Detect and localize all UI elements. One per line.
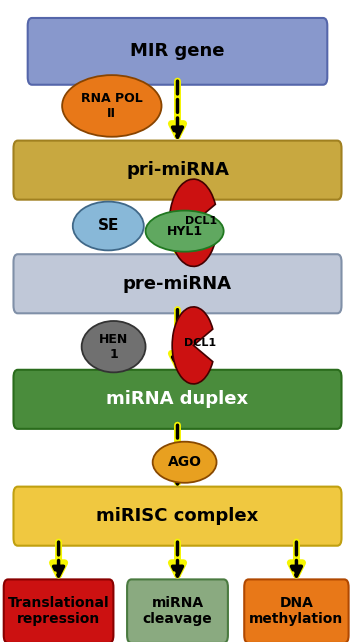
Text: HYL1: HYL1 xyxy=(166,225,203,238)
Text: pre-miRNA: pre-miRNA xyxy=(123,275,232,293)
FancyBboxPatch shape xyxy=(13,370,342,429)
Ellipse shape xyxy=(73,202,144,250)
FancyBboxPatch shape xyxy=(244,579,349,642)
Ellipse shape xyxy=(153,442,217,483)
Text: miRNA
cleavage: miRNA cleavage xyxy=(143,596,212,627)
Wedge shape xyxy=(169,179,215,266)
FancyBboxPatch shape xyxy=(13,141,342,200)
FancyBboxPatch shape xyxy=(13,487,342,546)
Text: pri-miRNA: pri-miRNA xyxy=(126,161,229,179)
FancyBboxPatch shape xyxy=(4,579,114,642)
Ellipse shape xyxy=(62,75,162,137)
Text: miRISC complex: miRISC complex xyxy=(96,507,259,525)
Text: RNA POL
II: RNA POL II xyxy=(81,92,143,120)
Ellipse shape xyxy=(146,211,224,252)
Wedge shape xyxy=(172,307,213,384)
FancyBboxPatch shape xyxy=(13,254,342,313)
Text: AGO: AGO xyxy=(168,455,202,469)
Text: SE: SE xyxy=(98,218,119,234)
Text: miRNA duplex: miRNA duplex xyxy=(106,390,248,408)
FancyBboxPatch shape xyxy=(127,579,228,642)
Text: DCL1: DCL1 xyxy=(184,338,216,349)
Text: MIR gene: MIR gene xyxy=(130,42,225,60)
Text: DNA
methylation: DNA methylation xyxy=(249,596,344,627)
Ellipse shape xyxy=(82,321,146,372)
Text: HEN
1: HEN 1 xyxy=(99,333,128,361)
FancyBboxPatch shape xyxy=(28,18,327,85)
Text: DCL1: DCL1 xyxy=(185,216,217,225)
Text: Translational
repression: Translational repression xyxy=(8,596,109,627)
